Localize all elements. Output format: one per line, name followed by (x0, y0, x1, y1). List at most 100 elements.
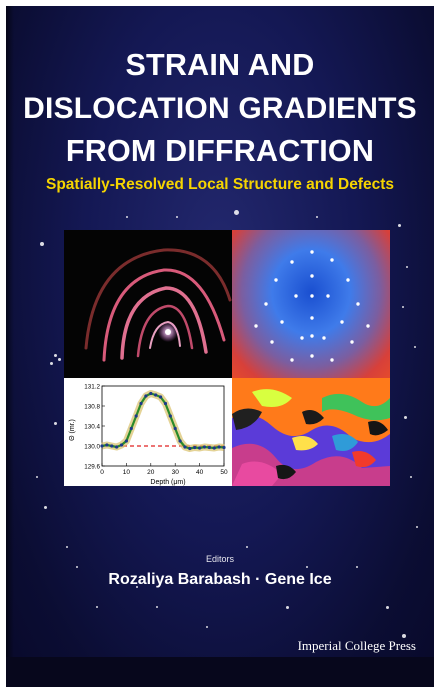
star-dot (54, 354, 57, 357)
data-point (154, 393, 158, 397)
star-dot (406, 266, 408, 268)
laue-spot (310, 250, 314, 254)
publisher-name: Imperial College Press (297, 638, 416, 653)
data-point (100, 444, 104, 448)
star-dot (306, 566, 308, 568)
title-line-3: FROM DIFFRACTION (65, 134, 375, 168)
diffraction-arcs-image (64, 230, 232, 378)
data-point (105, 443, 109, 447)
data-point (158, 395, 163, 399)
data-point (183, 445, 187, 449)
y-tick-label: 130.8 (84, 403, 100, 410)
spine-shadow (6, 6, 14, 687)
star-dot (386, 606, 389, 609)
laue-spot (366, 324, 370, 328)
star-dot (36, 476, 38, 478)
laue-spot (310, 316, 314, 320)
laue-spot (350, 340, 354, 344)
data-point (222, 445, 226, 450)
laue-spot (310, 274, 314, 278)
laue-spot (254, 324, 258, 328)
laue-spot (346, 278, 350, 282)
star-dot (414, 346, 416, 348)
x-tick-label: 10 (123, 469, 131, 476)
title-line-1: STRAIN AND (125, 48, 315, 82)
data-point (217, 445, 221, 449)
data-point (149, 391, 153, 396)
data-point (198, 446, 202, 450)
editors-names: Rozaliya Barabash · Gene Ice (108, 571, 332, 588)
star-dot (206, 626, 208, 628)
data-point (144, 394, 148, 398)
y-tick-label: 130.4 (84, 423, 100, 430)
laue-spot (264, 302, 268, 306)
laue-spot (356, 302, 360, 306)
star-dot (156, 606, 158, 608)
plot-canvas: Θ (mr.) Depth (μm) 0 10 20 30 40 50 131.2 130.8… (69, 383, 228, 486)
data-point (115, 445, 119, 449)
plot-xlabel: Depth (μm) (150, 479, 185, 486)
star-dot (176, 216, 178, 218)
star-dot (234, 210, 239, 215)
book-cover: STRAIN AND DISLOCATION GRADIENTS FROM DI… (6, 6, 434, 687)
data-point (178, 439, 182, 443)
data-point (173, 426, 177, 431)
laue-pattern-image (232, 230, 390, 378)
laue-spot (330, 358, 334, 362)
star-dot (44, 506, 47, 509)
star-dot (410, 476, 412, 478)
data-point (124, 439, 128, 443)
data-point (168, 414, 172, 418)
y-tick-label: 131.2 (84, 383, 100, 390)
data-point (202, 445, 207, 449)
laue-spot (310, 354, 314, 358)
y-tick-label: 129.6 (84, 463, 100, 470)
star-dot (54, 422, 57, 425)
star-dot (398, 224, 401, 227)
editors-label: Editors (205, 554, 234, 564)
star-dot (58, 358, 61, 361)
star-dot (246, 546, 248, 548)
data-point (188, 446, 192, 451)
data-point (129, 426, 133, 431)
laue-spot (330, 258, 334, 262)
star-dot (356, 566, 358, 568)
laue-spot (290, 260, 294, 264)
data-point (212, 446, 216, 450)
x-tick-label: 0 (100, 469, 104, 476)
laue-spot (274, 278, 278, 282)
data-point (110, 444, 114, 448)
series-line (101, 392, 225, 450)
laue-spot (326, 294, 330, 298)
star-dot (126, 216, 128, 218)
laue-spot (300, 336, 304, 340)
data-point (163, 401, 168, 406)
laue-spot (340, 320, 344, 324)
data-point (193, 445, 197, 450)
x-tick-label: 40 (196, 469, 204, 476)
laue-spot (322, 336, 326, 340)
star-dot (404, 416, 407, 419)
bottom-band (6, 657, 434, 687)
laue-spot (310, 294, 314, 298)
star-dot (136, 586, 138, 588)
star-dot (402, 634, 406, 638)
subtitle: Spatially-Resolved Local Structure and D… (46, 176, 394, 193)
star-dot (66, 546, 68, 548)
star-dot (96, 606, 98, 608)
star-dot (76, 566, 78, 568)
star-dot (402, 306, 404, 308)
star-dot (50, 362, 53, 365)
y-tick-label: 130.0 (84, 443, 100, 450)
laue-spot (290, 358, 294, 362)
star-dot (416, 526, 418, 528)
orientation-map-image (232, 378, 390, 486)
laue-spot (294, 294, 298, 298)
star-dot (316, 216, 318, 218)
data-point (134, 414, 138, 418)
strain-depth-plot: Θ (mr.) Depth (μm) 0 10 20 30 40 50 131.2 130.8… (64, 378, 232, 486)
star-dot (286, 606, 289, 609)
laue-spot (310, 334, 314, 338)
laue-spot (280, 320, 284, 324)
x-tick-label: 50 (220, 469, 228, 476)
